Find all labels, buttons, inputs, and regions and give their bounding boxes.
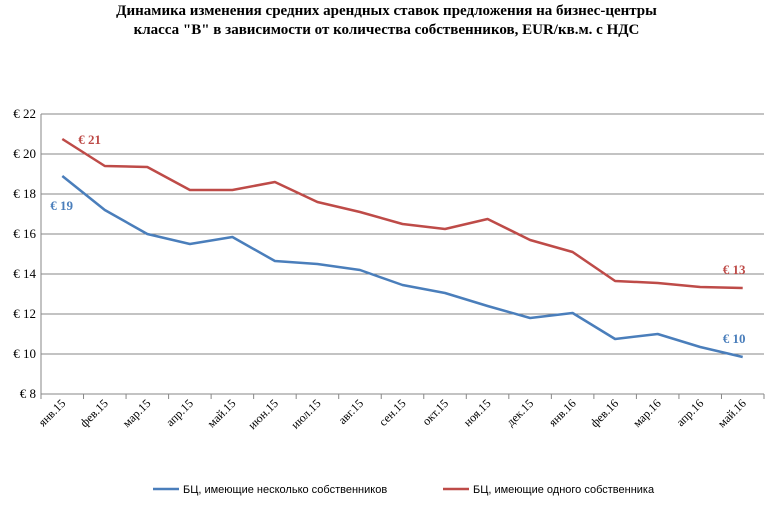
series-line-1 xyxy=(61,175,743,359)
legend-label: БЦ, имеющие одного собственника xyxy=(473,484,655,496)
data-label: € 10 xyxy=(723,331,746,346)
x-tick-label: янв.16 xyxy=(546,396,579,429)
x-tick-label: авг.15 xyxy=(335,396,366,427)
data-labels: € 19 € 10 € 21 € 13 xyxy=(50,132,746,346)
x-tick-label: мар.16 xyxy=(630,396,664,430)
y-tick-label: € 10 xyxy=(13,346,36,361)
y-tick-label: € 20 xyxy=(13,146,36,161)
x-tick-label: апр.15 xyxy=(163,396,196,429)
x-tick-label: фев.16 xyxy=(587,396,621,430)
axes xyxy=(40,114,765,399)
x-tick-label: июн.15 xyxy=(245,396,281,432)
x-tick-label: май.16 xyxy=(715,396,749,430)
x-tick-label: июл.15 xyxy=(288,396,323,431)
y-axis-ticks: € 8 € 10 € 12 € 14 € 16 € 18 € 20 € 22 xyxy=(13,106,36,401)
x-tick-label: янв.15 xyxy=(35,396,68,429)
data-label: € 19 xyxy=(50,198,73,213)
legend: БЦ, имеющие несколько собственников БЦ, и… xyxy=(153,484,655,496)
x-tick-label: ноя.15 xyxy=(461,396,494,429)
series-lines xyxy=(61,137,743,359)
chart-title-line-1: Динамика изменения средних арендных став… xyxy=(116,3,657,19)
y-tick-label: € 22 xyxy=(13,106,36,121)
y-tick-label: € 16 xyxy=(13,226,36,241)
chart-title-line-2: класса "B" в зависимости от количества с… xyxy=(133,22,640,38)
series-line-2 xyxy=(61,137,743,290)
x-axis-ticks: янв.15 фев.15 мар.15 апр.15 май.15 июн.15 июл.… xyxy=(35,396,748,432)
gridlines xyxy=(41,113,764,395)
legend-label: БЦ, имеющие несколько собственников xyxy=(183,484,387,496)
x-tick-label: сен.15 xyxy=(376,396,409,429)
data-label: € 21 xyxy=(78,132,101,147)
x-tick-label: май.15 xyxy=(204,396,238,430)
data-label: € 13 xyxy=(723,262,746,277)
y-tick-label: € 14 xyxy=(13,266,36,281)
y-tick-label: € 18 xyxy=(13,186,36,201)
x-tick-label: апр.16 xyxy=(673,396,706,429)
x-tick-label: окт.15 xyxy=(419,396,451,428)
x-tick-label: фев.15 xyxy=(77,396,111,430)
chart-title: Динамика изменения средних арендных став… xyxy=(0,2,773,40)
x-tick-label: мар.15 xyxy=(120,396,154,430)
y-tick-label: € 12 xyxy=(13,306,36,321)
x-tick-label: дек.15 xyxy=(503,396,536,429)
y-tick-label: € 8 xyxy=(20,386,36,401)
